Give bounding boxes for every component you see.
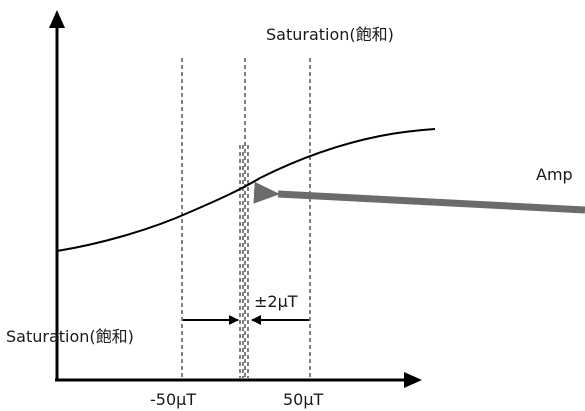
x-axis-arrow-icon xyxy=(404,372,422,388)
saturation-left-label: Saturation(飽和) xyxy=(6,327,134,346)
saturation-top-label: Saturation(飽和) xyxy=(266,25,394,44)
pos-tick-label: 50μT xyxy=(283,390,324,409)
neg-tick-label: -50μT xyxy=(150,390,196,409)
amp-arrow xyxy=(253,181,585,214)
range-label: ±2μT xyxy=(254,292,298,311)
response-curve xyxy=(56,128,436,252)
amp-label: Amp xyxy=(536,165,573,184)
y-axis-arrow-icon xyxy=(49,10,65,28)
